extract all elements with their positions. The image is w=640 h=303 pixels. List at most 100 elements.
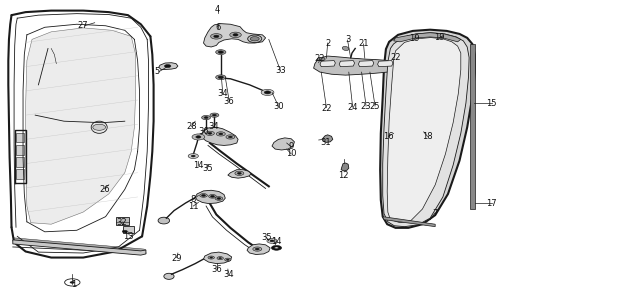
- Text: 7: 7: [433, 209, 438, 218]
- Circle shape: [226, 135, 235, 139]
- Polygon shape: [378, 61, 393, 67]
- Circle shape: [205, 131, 214, 135]
- Text: 35: 35: [261, 233, 271, 242]
- Text: 26: 26: [99, 185, 109, 194]
- Circle shape: [214, 35, 219, 38]
- Ellipse shape: [342, 46, 349, 51]
- Text: 30: 30: [273, 102, 284, 111]
- Circle shape: [237, 172, 241, 174]
- Circle shape: [255, 248, 259, 250]
- Circle shape: [196, 136, 201, 138]
- Circle shape: [271, 245, 282, 250]
- Circle shape: [233, 34, 238, 36]
- Polygon shape: [201, 127, 238, 145]
- Circle shape: [122, 230, 127, 233]
- Circle shape: [225, 258, 231, 261]
- Polygon shape: [383, 217, 435, 227]
- Circle shape: [209, 195, 216, 198]
- Text: 25: 25: [370, 102, 380, 111]
- Text: 33: 33: [275, 66, 285, 75]
- Text: 10: 10: [286, 149, 296, 158]
- Circle shape: [317, 57, 325, 61]
- Polygon shape: [26, 28, 136, 224]
- Circle shape: [208, 256, 214, 259]
- Polygon shape: [314, 56, 397, 75]
- Circle shape: [192, 134, 205, 140]
- Circle shape: [261, 89, 274, 95]
- Text: 27: 27: [78, 21, 88, 30]
- Circle shape: [93, 124, 106, 130]
- Text: 5: 5: [155, 67, 160, 76]
- Polygon shape: [272, 138, 294, 150]
- Text: 9: 9: [289, 142, 294, 152]
- Circle shape: [216, 75, 226, 80]
- Text: 32: 32: [116, 218, 127, 227]
- Circle shape: [164, 65, 171, 68]
- Polygon shape: [228, 170, 251, 178]
- Polygon shape: [320, 61, 335, 67]
- Text: 6: 6: [215, 23, 220, 32]
- Text: 29: 29: [172, 254, 182, 263]
- Text: 11: 11: [188, 202, 198, 211]
- Circle shape: [65, 279, 80, 286]
- Circle shape: [219, 133, 223, 135]
- Text: 34: 34: [218, 89, 228, 98]
- Polygon shape: [394, 33, 461, 42]
- Text: 16: 16: [383, 132, 394, 142]
- Text: 35: 35: [202, 164, 212, 173]
- Text: 22: 22: [321, 104, 332, 113]
- Circle shape: [228, 136, 232, 138]
- Text: 24: 24: [348, 103, 358, 112]
- Polygon shape: [358, 61, 374, 67]
- Text: 23: 23: [361, 102, 371, 111]
- Polygon shape: [339, 61, 355, 67]
- Circle shape: [218, 51, 223, 53]
- Text: 8: 8: [191, 195, 196, 205]
- Text: 36: 36: [212, 265, 222, 274]
- Circle shape: [202, 115, 211, 120]
- Bar: [16, 157, 24, 167]
- Circle shape: [230, 32, 241, 38]
- Text: 12: 12: [338, 171, 348, 180]
- Circle shape: [267, 238, 277, 243]
- Circle shape: [216, 50, 226, 55]
- Circle shape: [204, 117, 208, 118]
- Polygon shape: [204, 252, 232, 264]
- Polygon shape: [204, 24, 266, 47]
- Polygon shape: [247, 244, 270, 255]
- Circle shape: [250, 37, 259, 41]
- Polygon shape: [13, 238, 146, 252]
- Text: 1: 1: [71, 280, 76, 289]
- Circle shape: [275, 247, 278, 249]
- Ellipse shape: [92, 121, 108, 133]
- Text: 18: 18: [422, 132, 433, 142]
- Text: 28: 28: [186, 122, 196, 131]
- Text: 19: 19: [410, 34, 420, 43]
- Bar: [123, 226, 134, 233]
- Text: 34: 34: [223, 270, 234, 279]
- Circle shape: [218, 76, 223, 78]
- Circle shape: [217, 257, 223, 260]
- Circle shape: [70, 281, 75, 284]
- Ellipse shape: [248, 35, 262, 43]
- Circle shape: [210, 113, 219, 117]
- Circle shape: [227, 259, 229, 260]
- Circle shape: [270, 240, 274, 242]
- Ellipse shape: [158, 217, 170, 224]
- Bar: [116, 217, 129, 225]
- Circle shape: [217, 198, 221, 199]
- Circle shape: [211, 34, 222, 39]
- Text: 2: 2: [325, 38, 330, 48]
- Text: 13: 13: [123, 232, 133, 241]
- Circle shape: [264, 91, 271, 94]
- Circle shape: [253, 247, 262, 251]
- Circle shape: [191, 155, 195, 157]
- Text: 14: 14: [193, 161, 204, 170]
- Polygon shape: [13, 240, 146, 255]
- Bar: [16, 145, 24, 155]
- Text: 22: 22: [390, 53, 401, 62]
- Polygon shape: [159, 63, 178, 70]
- Circle shape: [211, 195, 214, 197]
- Text: 15: 15: [486, 99, 497, 108]
- Text: 4: 4: [215, 5, 220, 14]
